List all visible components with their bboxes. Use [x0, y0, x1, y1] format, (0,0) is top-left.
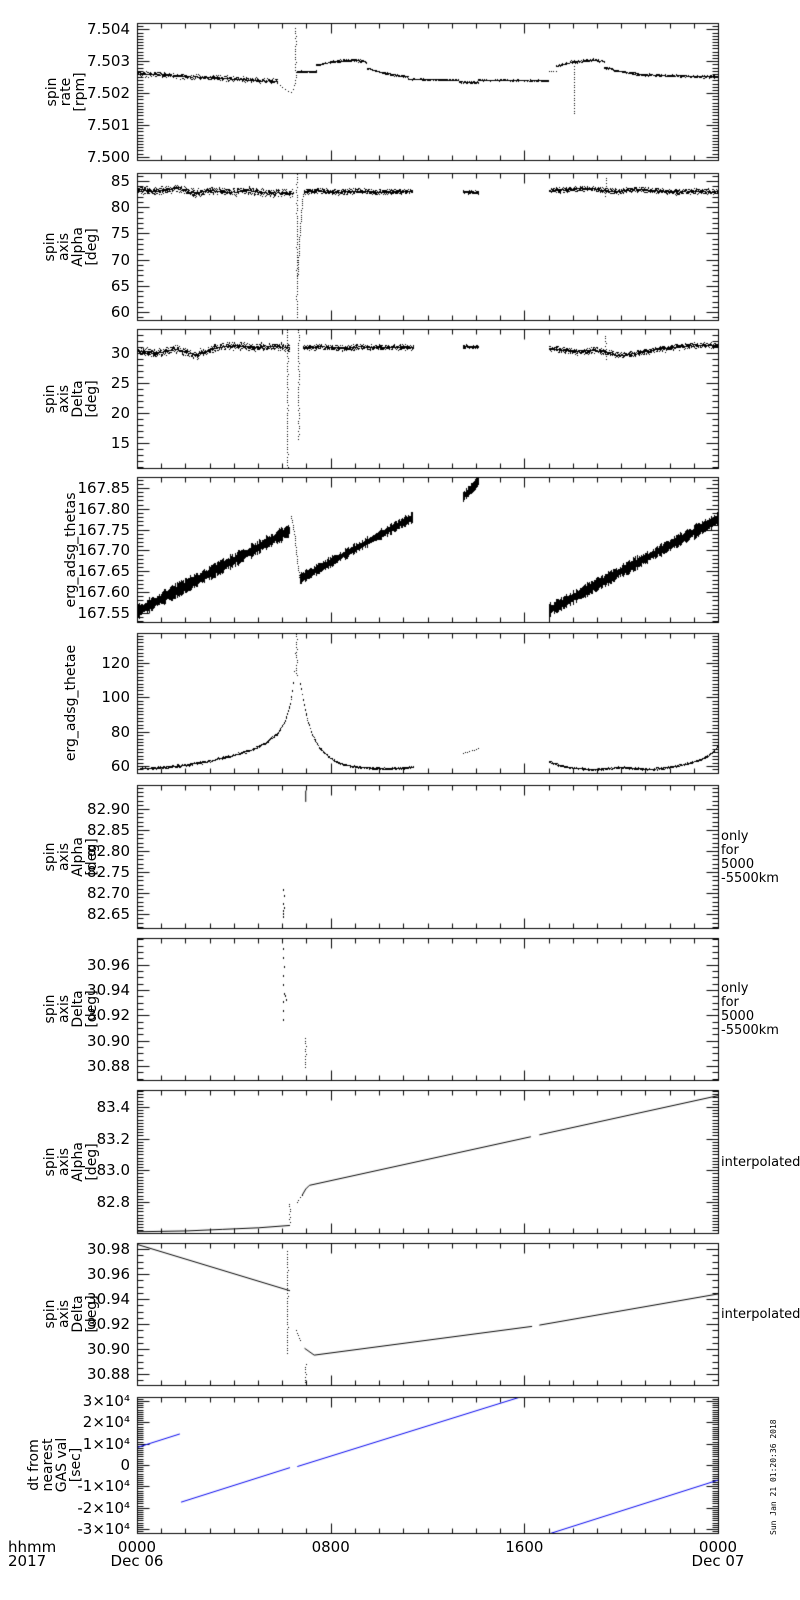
right-annotation: interpolated	[721, 1154, 800, 1170]
x-tick-label: 0000	[698, 1538, 738, 1556]
y-tick-label: 30.98	[87, 1240, 130, 1258]
x-tick-label: 0800	[311, 1538, 350, 1556]
y-tick-label: 70	[110, 250, 130, 269]
y-tick-label: 65	[110, 276, 130, 295]
y-tick-label: 7.502	[87, 84, 130, 103]
y-tick-label: 83.0	[96, 1161, 130, 1180]
y-tick-label: 167.70	[77, 541, 131, 560]
y-axis-title-line: [rpm]	[72, 71, 88, 112]
y-tick-label: 167.60	[77, 583, 131, 601]
y-tick-label: -1×10⁴	[77, 1477, 130, 1496]
x-axis-year-label: 2017	[8, 1552, 47, 1570]
y-tick-label: 15	[110, 433, 130, 452]
right-annotation: 5000	[721, 856, 755, 872]
y-tick-label: 80	[110, 198, 130, 217]
y-tick-label: 167.80	[77, 499, 131, 518]
y-tick-label: 30.92	[87, 1315, 130, 1333]
y-tick-label: 83.2	[96, 1129, 130, 1148]
y-axis-title-line: erg_adsg_thetas	[63, 492, 79, 607]
timestamp-watermark: Sun Jan 21 01:20:36 2018	[769, 1419, 778, 1535]
y-tick-label: 30.92	[87, 1006, 130, 1025]
y-tick-label: 83.4	[96, 1097, 130, 1116]
y-tick-label: 60	[110, 756, 130, 775]
y-tick-label: 30.94	[87, 980, 130, 999]
y-tick-label: 82.65	[87, 905, 130, 924]
y-tick-label: -3×10⁴	[77, 1519, 130, 1538]
right-annotation: 5000	[721, 1009, 755, 1024]
y-axis-title-line: [sec]	[68, 1447, 84, 1483]
y-tick-label: 82.70	[87, 884, 130, 903]
right-annotation: -5500km	[721, 1023, 779, 1038]
y-axis-title-line: [deg]	[84, 990, 100, 1028]
y-tick-label: 1×10⁴	[82, 1434, 130, 1453]
y-tick-label: 75	[110, 224, 130, 243]
right-annotation: interpolated	[721, 1307, 800, 1322]
y-tick-label: 100	[101, 688, 130, 707]
y-tick-label: 167.75	[77, 520, 131, 539]
y-tick-label: 30.96	[87, 955, 130, 974]
x-axis-unit-label: hhmm	[8, 1538, 57, 1556]
right-annotation: for	[721, 995, 739, 1010]
y-axis-title-line: [deg]	[84, 379, 100, 418]
x-tick-label: 1600	[505, 1538, 544, 1556]
right-annotation: only	[721, 828, 749, 844]
y-tick-label: 20	[110, 403, 130, 422]
y-tick-label: 30.90	[87, 1031, 130, 1050]
right-annotation: for	[721, 842, 739, 858]
x-tick-label: 0000	[117, 1538, 157, 1556]
y-tick-label: 2×10⁴	[82, 1413, 130, 1432]
y-tick-label: 30.88	[87, 1057, 130, 1076]
y-tick-label: 7.501	[87, 115, 130, 134]
y-tick-label: 82.85	[87, 821, 130, 839]
y-tick-label: 82.8	[96, 1192, 130, 1211]
y-axis-title-line: [deg]	[84, 227, 100, 266]
y-tick-label: 7.500	[87, 147, 130, 166]
x-tick-sublabel: Dec 06	[110, 1552, 164, 1570]
y-tick-label: 30.96	[87, 1265, 130, 1283]
y-tick-label: 30.90	[87, 1340, 130, 1358]
y-tick-label: -2×10⁴	[77, 1498, 130, 1517]
right-annotation: -5500km	[721, 870, 779, 886]
y-tick-label: 25	[110, 373, 130, 392]
y-tick-label: 82.80	[87, 842, 130, 861]
y-tick-label: 167.55	[77, 603, 131, 622]
y-axis-title-line: erg_adsg_thetae	[63, 644, 79, 762]
y-tick-label: 82.75	[87, 863, 130, 882]
y-tick-label: 82.90	[87, 799, 130, 818]
y-tick-label: 30.88	[87, 1365, 130, 1383]
y-tick-label: 60	[110, 303, 130, 322]
y-tick-label: 120	[101, 654, 130, 673]
right-annotation: only	[721, 981, 749, 996]
y-tick-label: 7.503	[87, 52, 130, 71]
y-tick-label: 0	[120, 1456, 130, 1474]
y-tick-label: 85	[110, 171, 130, 190]
y-tick-label: 80	[110, 722, 130, 741]
y-axis-title-line: [deg]	[84, 837, 100, 876]
y-tick-label: 7.504	[87, 20, 130, 39]
y-axis-title-line: [deg]	[84, 1142, 100, 1181]
y-tick-label: 30.94	[87, 1290, 130, 1308]
y-tick-label: 3×10⁴	[82, 1392, 130, 1411]
y-axis-title-line: [deg]	[84, 1295, 100, 1333]
x-tick-sublabel: Dec 07	[691, 1552, 745, 1570]
y-tick-label: 167.65	[77, 562, 131, 581]
y-tick-label: 167.85	[77, 478, 131, 497]
y-tick-label: 30	[110, 343, 130, 362]
